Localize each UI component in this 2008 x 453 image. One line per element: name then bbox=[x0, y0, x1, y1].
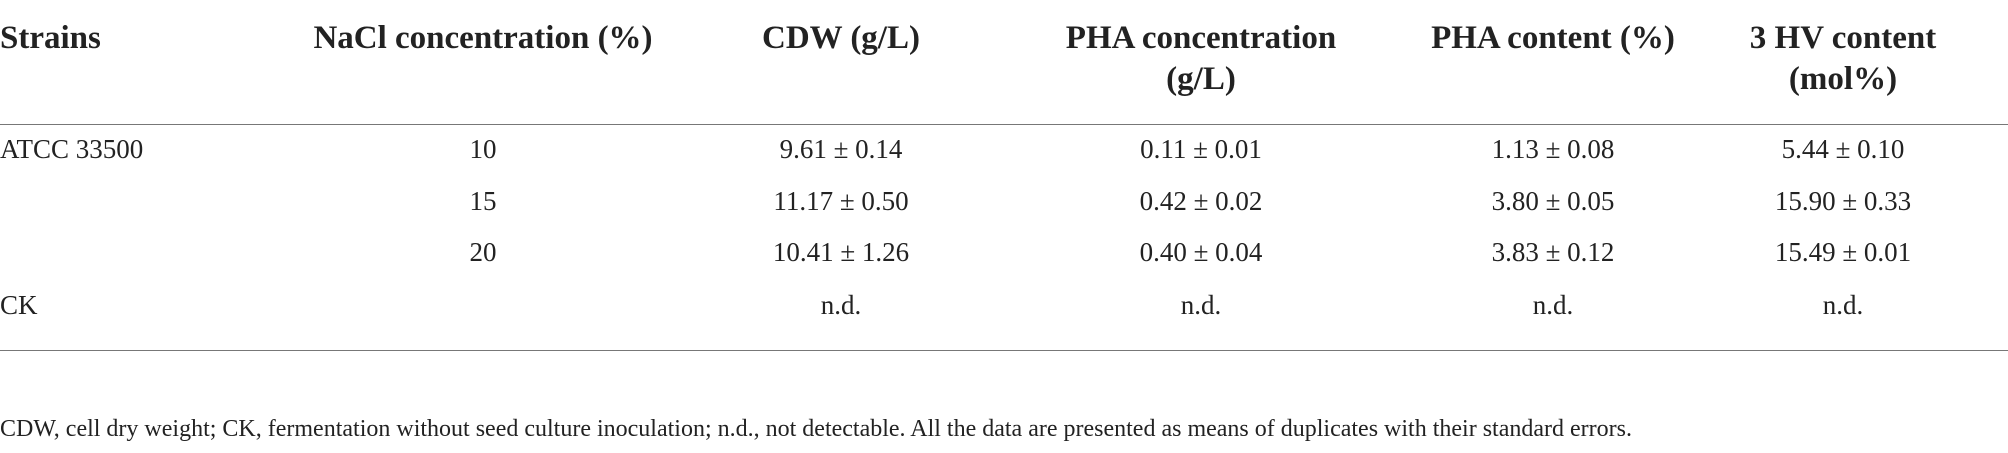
data-cell: 15.49 ± 0.01 bbox=[1774, 237, 1912, 267]
data-cell: n.d. bbox=[1180, 290, 1222, 320]
data-cell: 10.41 ± 1.26 bbox=[772, 237, 910, 267]
footnote: CDW, cell dry weight; CK, fermentation w… bbox=[0, 416, 1632, 442]
data-cell: 3.80 ± 0.05 bbox=[1491, 186, 1615, 216]
data-cell: n.d. bbox=[820, 290, 862, 320]
column-header: 3 HV content (mol%) bbox=[1749, 20, 1937, 97]
data-cell: n.d. bbox=[1822, 290, 1864, 320]
bottom-rule bbox=[0, 350, 2008, 351]
column-header: CDW (g/L) bbox=[762, 20, 920, 56]
column-header: PHA content (%) bbox=[1431, 20, 1675, 56]
column-header: NaCl concentration (%) bbox=[313, 20, 653, 56]
header-rule bbox=[0, 124, 2008, 125]
data-cell: 20 bbox=[469, 237, 497, 267]
column-header: PHA concentration (g/L) bbox=[1065, 20, 1337, 97]
data-cell: 0.42 ± 0.02 bbox=[1139, 186, 1263, 216]
data-cell: 3.83 ± 0.12 bbox=[1491, 237, 1615, 267]
data-cell: 5.44 ± 0.10 bbox=[1781, 134, 1905, 164]
column-header: Strains bbox=[0, 20, 101, 56]
strain-cell: ATCC 33500 bbox=[0, 134, 144, 164]
data-cell: 9.61 ± 0.14 bbox=[779, 134, 903, 164]
data-cell: 10 bbox=[469, 134, 497, 164]
strain-cell: CK bbox=[0, 290, 38, 320]
data-cell: 1.13 ± 0.08 bbox=[1491, 134, 1615, 164]
data-cell: 15 bbox=[469, 186, 497, 216]
data-cell: 0.11 ± 0.01 bbox=[1140, 134, 1262, 164]
data-cell: n.d. bbox=[1532, 290, 1574, 320]
data-cell: 15.90 ± 0.33 bbox=[1774, 186, 1912, 216]
data-cell: 0.40 ± 0.04 bbox=[1139, 237, 1263, 267]
data-cell: 11.17 ± 0.50 bbox=[773, 186, 909, 216]
